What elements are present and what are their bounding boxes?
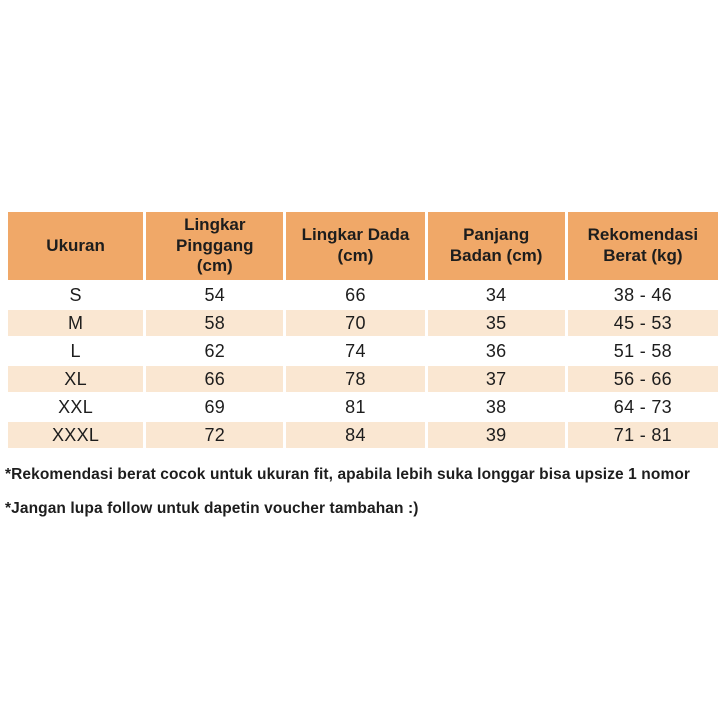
table-row: XXXL 72 84 39 71 - 81 <box>8 422 718 448</box>
column-header-lingkar-dada: Lingkar Dada (cm) <box>286 212 425 280</box>
cell-weight_kg: 45 - 53 <box>567 310 718 336</box>
cell-length_cm: 39 <box>427 422 565 448</box>
cell-weight_kg: 56 - 66 <box>567 366 718 392</box>
cell-chest_cm: 84 <box>286 422 425 448</box>
table-row: S 54 66 34 38 - 46 <box>8 282 718 308</box>
cell-length_cm: 37 <box>427 366 565 392</box>
table-row: XXL 69 81 38 64 - 73 <box>8 394 718 420</box>
cell-weight_kg: 51 - 58 <box>613 340 672 361</box>
cell-size: M <box>8 310 144 336</box>
column-header-lingkar-pinggang: Lingkar Pinggang (cm) <box>146 212 284 280</box>
cell-waist_cm: 66 <box>146 366 284 392</box>
footnotes: *Rekomendasi berat cocok untuk ukuran fi… <box>5 466 721 534</box>
column-header-panjang-badan: Panjang Badan (cm) <box>427 212 565 280</box>
cell-length_cm: 38 <box>485 396 507 417</box>
column-header-ukuran: Ukuran <box>8 212 144 280</box>
cell-weight_kg: 71 - 81 <box>567 422 718 448</box>
cell-waist_cm: 54 <box>204 284 226 305</box>
cell-chest_cm: 66 <box>345 284 366 305</box>
cell-size: L <box>70 340 81 361</box>
cell-weight_kg: 64 - 73 <box>613 396 672 417</box>
size-chart-table: Ukuran Lingkar Pinggang (cm) Lingkar Dad… <box>5 210 721 450</box>
column-header-rekomendasi-berat: Rekomendasi Berat (kg) <box>567 212 718 280</box>
cell-waist_cm: 58 <box>146 310 284 336</box>
cell-waist_cm: 62 <box>204 340 226 361</box>
cell-chest_cm: 78 <box>286 366 425 392</box>
cell-size: S <box>69 284 82 305</box>
cell-chest_cm: 70 <box>286 310 425 336</box>
cell-length_cm: 34 <box>485 284 507 305</box>
footnote-follow-voucher: *Jangan lupa follow untuk dapetin vouche… <box>5 500 419 517</box>
table-header-row: Ukuran Lingkar Pinggang (cm) Lingkar Dad… <box>8 212 718 280</box>
cell-waist_cm: 69 <box>204 396 226 417</box>
table-row: L 62 74 36 51 - 58 <box>8 338 718 364</box>
cell-weight_kg: 38 - 46 <box>613 284 672 305</box>
cell-length_cm: 35 <box>427 310 565 336</box>
cell-size: XXXL <box>8 422 144 448</box>
cell-length_cm: 36 <box>485 340 507 361</box>
cell-size: XL <box>8 366 144 392</box>
table-row: M 58 70 35 45 - 53 <box>8 310 718 336</box>
table-row: XL 66 78 37 56 - 66 <box>8 366 718 392</box>
cell-waist_cm: 72 <box>146 422 284 448</box>
cell-size: XXL <box>58 396 94 417</box>
size-table-body: S 54 66 34 38 - 46 M 58 70 35 45 - 53 L 62 74 36 51 - … <box>8 282 718 448</box>
footnote-weight-recommendation: *Rekomendasi berat cocok untuk ukuran fi… <box>5 466 691 483</box>
cell-chest_cm: 74 <box>345 340 366 361</box>
cell-chest_cm: 81 <box>345 396 366 417</box>
